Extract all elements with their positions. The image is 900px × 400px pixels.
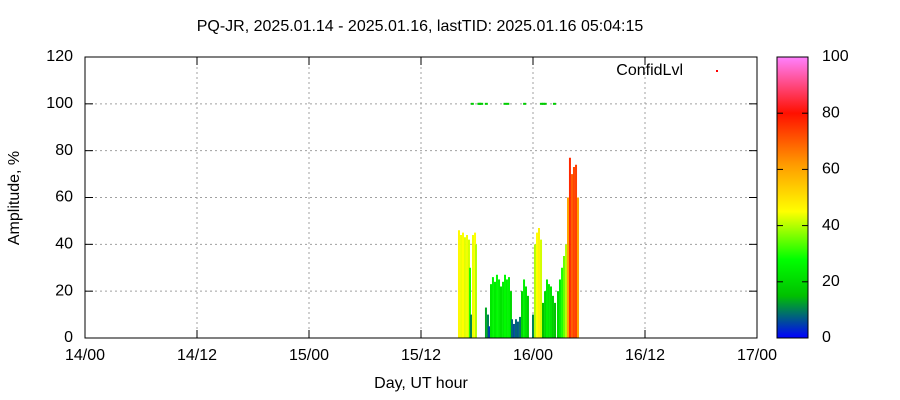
point — [503, 102, 507, 105]
x-tick-label: 14/12 — [177, 347, 217, 364]
point — [480, 102, 484, 105]
x-tick-label: 15/00 — [289, 347, 329, 364]
point — [541, 102, 545, 105]
y-tick-label: 0 — [64, 329, 73, 346]
colorbar-tick-label: 100 — [822, 48, 849, 65]
colorbar-tick-label: 40 — [822, 217, 840, 234]
point — [552, 102, 556, 105]
point — [523, 102, 527, 105]
y-tick-label: 80 — [55, 142, 73, 159]
colorbar — [776, 56, 809, 339]
y-tick-label: 100 — [46, 95, 73, 112]
plot-frame — [84, 56, 758, 339]
point — [506, 102, 510, 105]
x-axis-label: Day, UT hour — [374, 375, 468, 392]
x-tick-label: 16/00 — [513, 347, 553, 364]
x-tick-label: 14/00 — [65, 347, 105, 364]
x-tick-label: 16/12 — [625, 347, 665, 364]
x-tick-label: 17/00 — [737, 347, 777, 364]
point — [470, 102, 474, 105]
y-tick-label: 120 — [46, 48, 73, 65]
chart-title: PQ-JR, 2025.01.14 - 2025.01.16, lastTID:… — [197, 18, 644, 35]
colorbar-tick-label: 80 — [822, 104, 840, 121]
colorbar-tick-label: 20 — [822, 273, 840, 290]
legend-label: ConfidLvl — [616, 62, 683, 79]
point — [543, 102, 547, 105]
point — [539, 102, 543, 105]
legend-marker — [716, 70, 718, 72]
colorbar-tick-label: 60 — [822, 161, 840, 178]
point — [484, 102, 488, 105]
x-tick-label: 15/12 — [401, 347, 441, 364]
y-tick-label: 40 — [55, 236, 73, 253]
point — [478, 102, 482, 105]
y-tick-label: 60 — [55, 189, 73, 206]
colorbar-tick-label: 0 — [822, 329, 831, 346]
y-axis-label: Amplitude, % — [6, 151, 23, 245]
y-tick-label: 20 — [55, 282, 73, 299]
